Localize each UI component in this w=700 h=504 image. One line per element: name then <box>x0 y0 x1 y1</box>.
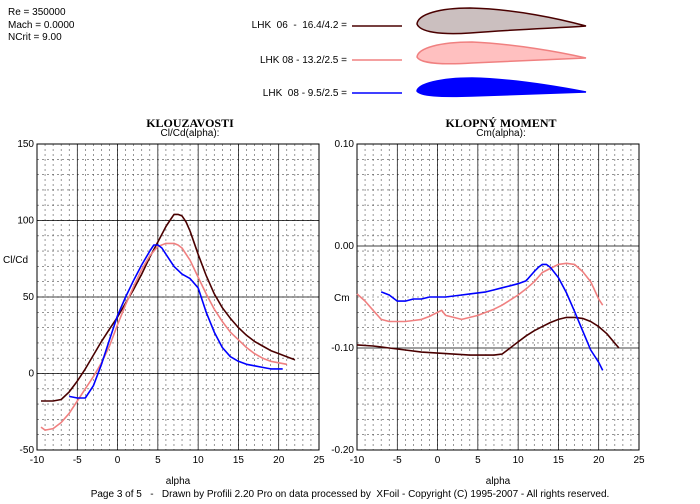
plot-frame <box>356 143 640 451</box>
series-line-0 <box>356 316 620 356</box>
series-line-0 <box>41 213 296 402</box>
y-tick-label: 0.10 <box>335 139 355 150</box>
x-tick-label: -10 <box>30 455 45 466</box>
x-tick-label: -5 <box>73 455 82 466</box>
y-tick-label: 0.00 <box>335 241 355 252</box>
series-line-1 <box>356 262 604 323</box>
series-line-2 <box>380 263 604 371</box>
x-axis-label: alpha <box>166 476 191 487</box>
airfoil-shape-lhk08-9 <box>416 77 587 98</box>
legend-label-lhk08-13: LHK 08 - 13.2/2.5 = <box>259 55 347 66</box>
x-tick-label: 0 <box>435 455 441 466</box>
y-tick-label: -0.10 <box>331 343 354 354</box>
ncrit-value: NCrit = 9.00 <box>8 32 62 43</box>
chart2-title: KLOPNÝ MOMENT <box>445 116 557 130</box>
footer-copyright: Page 3 of 5 - Drawn by Profili 2.20 Pro … <box>90 489 610 500</box>
x-tick-label: 15 <box>233 455 245 466</box>
x-tick-label: -5 <box>393 455 402 466</box>
legend-graphics <box>352 7 587 98</box>
x-tick-label: 10 <box>513 455 525 466</box>
y-tick-label: 150 <box>17 139 34 150</box>
x-tick-label: 20 <box>593 455 605 466</box>
x-tick-label: 5 <box>475 455 481 466</box>
cm-chart: -10 -5 0 5 10 15 20 25 -0.20 -0.10 0.00 0.10 alpha Cm <box>331 139 645 487</box>
y-tick-label: 100 <box>17 216 34 227</box>
chart2-subtitle: Cm(alpha): <box>476 128 526 139</box>
x-axis-label: alpha <box>486 476 511 487</box>
mach-number: Mach = 0.0000 <box>8 19 75 31</box>
x-tick-label: 20 <box>273 455 285 466</box>
series-line-2 <box>69 244 283 399</box>
x-tick-label: 15 <box>553 455 565 466</box>
y-tick-label: -50 <box>20 445 35 456</box>
y-tick-label: 50 <box>23 292 35 303</box>
y-axis-label: Cm <box>334 293 350 304</box>
legend-label-lhk08-9: LHK 08 - 9.5/2.5 = <box>262 88 347 99</box>
y-tick-label: -0.20 <box>331 445 354 456</box>
series-line-1 <box>40 242 287 431</box>
y-axis-label: Cl/Cd <box>3 255 28 266</box>
x-tick-label: -10 <box>350 455 365 466</box>
x-tick-label: 5 <box>155 455 161 466</box>
run-parameters: Re = 350000 Mach = 0.0000 NCrit = 9.00 <box>8 7 74 45</box>
y-tick-label: 0 <box>28 369 34 380</box>
legend-label-lhk06: LHK 06 - 16.4/4.2 = <box>251 20 347 31</box>
x-tick-label: 25 <box>313 455 325 466</box>
x-tick-label: 10 <box>193 455 205 466</box>
plot-frame <box>36 143 320 451</box>
chart1-title: KLOUZAVOSTI <box>146 116 234 130</box>
reynolds-number: Re = 350000 <box>8 7 66 18</box>
airfoil-shape-lhk06 <box>416 7 587 35</box>
chart1-subtitle: Cl/Cd(alpha): <box>160 128 220 139</box>
x-tick-label: 0 <box>115 455 121 466</box>
x-tick-label: 25 <box>633 455 645 466</box>
airfoil-shape-lhk08-13 <box>416 41 587 65</box>
